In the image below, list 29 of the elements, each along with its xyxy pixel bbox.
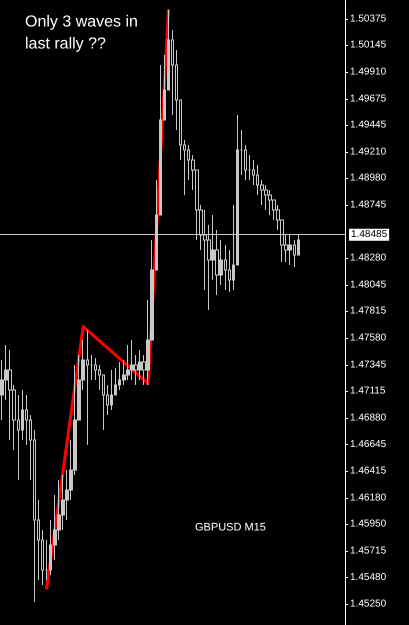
y-tick-label: 1.45715	[350, 545, 387, 556]
y-tick-label: 1.48280	[350, 252, 387, 264]
candlestick	[130, 339, 134, 381]
candlestick	[138, 350, 142, 381]
y-tick-label: 1.48045	[350, 279, 387, 290]
y-tick-label: 1.49210	[350, 146, 387, 158]
y-tick-label: 1.47345	[350, 359, 387, 370]
y-tick-label: 1.47815	[350, 306, 387, 317]
y-tick-label: 1.45480	[350, 572, 387, 584]
y-tick-label: 1.46880	[350, 412, 387, 424]
y-tick-label: 1.50145	[350, 40, 387, 51]
y-tick-label: 1.49910	[350, 66, 387, 78]
y-tick-label: 1.49445	[350, 120, 387, 131]
y-tick-label: 1.49675	[350, 93, 387, 104]
y-tick-label: 1.45250	[350, 598, 387, 610]
candlestick	[110, 369, 113, 411]
annotation: GBPUSD M15	[195, 522, 266, 534]
text: Only 3 waves in last rally ??	[25, 14, 142, 52]
y-tick-label: 1.50375	[350, 13, 387, 24]
y-tick-label: 1.47580	[350, 332, 387, 344]
y-tick-label: 1.46645	[350, 439, 387, 450]
ref-line-label: 1.48485	[351, 229, 388, 240]
y-tick-label: 1.46415	[350, 466, 387, 477]
y-tick-label: 1.46180	[350, 492, 387, 504]
y-tick-label: 1.45950	[350, 518, 387, 530]
y-tick-label: 1.47115	[350, 386, 386, 397]
y-tick-label: 1.48745	[350, 200, 387, 211]
candlestick	[126, 344, 130, 381]
y-tick-label: 1.48980	[350, 172, 387, 184]
